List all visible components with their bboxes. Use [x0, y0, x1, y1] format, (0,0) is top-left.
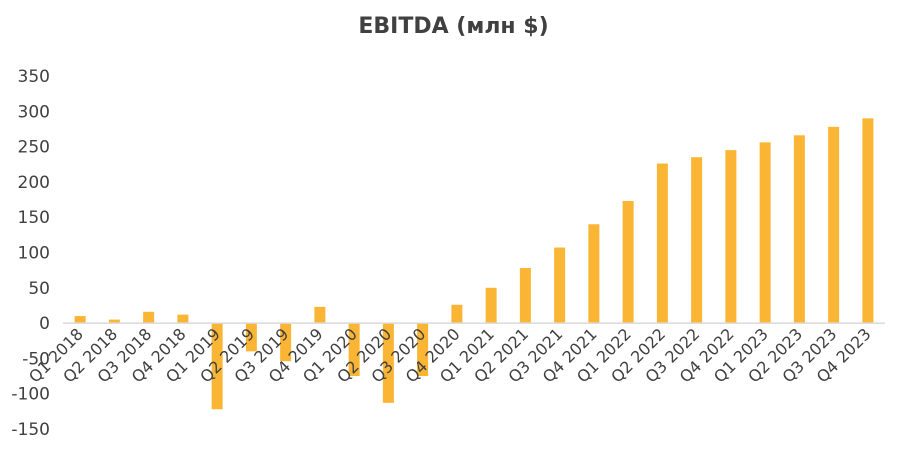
bar — [862, 118, 874, 324]
bar — [828, 126, 840, 324]
bar — [108, 319, 120, 324]
bar — [485, 287, 497, 324]
bar — [211, 323, 223, 410]
bar — [554, 247, 566, 324]
y-tick-label: 100 — [18, 244, 50, 264]
bar — [143, 311, 155, 324]
bar — [622, 200, 634, 324]
y-tick-label: 350 — [18, 67, 50, 87]
bar — [417, 323, 429, 377]
bar — [74, 316, 86, 324]
bar — [451, 304, 463, 324]
y-tick-label: 300 — [18, 102, 50, 122]
y-tick-label: 150 — [18, 208, 50, 228]
y-tick-label: -50 — [22, 349, 50, 369]
bar — [759, 142, 771, 324]
bar — [725, 150, 737, 324]
bar — [280, 323, 292, 362]
bar — [348, 323, 360, 377]
bar — [382, 323, 394, 403]
y-tick-label: 250 — [18, 138, 50, 158]
bar — [691, 157, 703, 324]
bar — [177, 314, 189, 324]
bar — [245, 323, 257, 352]
y-tick-label: 50 — [28, 279, 50, 299]
bar — [588, 224, 600, 324]
y-tick-label: -100 — [11, 385, 50, 405]
bar — [656, 163, 668, 324]
chart-title: EBITDA (млн $) — [358, 14, 549, 39]
bar — [314, 306, 326, 324]
bar — [793, 135, 805, 324]
y-tick-label: 0 — [39, 314, 50, 334]
y-tick-label: -150 — [11, 420, 50, 440]
y-tick-label: 200 — [18, 173, 50, 193]
bar — [519, 268, 531, 324]
